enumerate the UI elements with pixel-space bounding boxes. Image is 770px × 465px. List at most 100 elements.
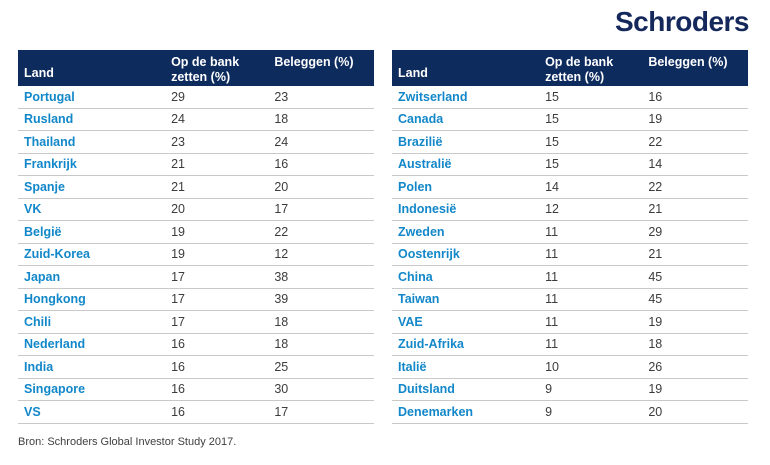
value-cell: 20 xyxy=(648,404,663,419)
value-cell: 45 xyxy=(648,292,663,307)
column-header-label: Land xyxy=(398,66,428,80)
country-name: India xyxy=(24,359,54,374)
country-name: VK xyxy=(24,202,42,217)
table-row: Oostenrijk 11 21 xyxy=(392,244,748,266)
value-cell: 29 xyxy=(648,224,663,239)
table-row: Portugal 29 23 xyxy=(18,86,374,109)
value-cell: 17 xyxy=(171,292,185,307)
value-cell: 25 xyxy=(274,359,289,374)
country-name: Thailand xyxy=(24,134,76,149)
tables-container: Land Op de bank zetten (%) Beleggen (%) Por… xyxy=(18,50,748,424)
column-header: Op de bank zetten (%) xyxy=(171,50,274,86)
value-cell: 22 xyxy=(648,179,663,194)
column-header: Beleggen (%) xyxy=(274,50,374,86)
column-header-label: Land xyxy=(24,66,54,80)
value-cell: 12 xyxy=(274,247,289,262)
country-name: Oostenrijk xyxy=(398,247,460,262)
country-name: Frankrijk xyxy=(24,157,77,172)
table-header-row: Land Op de bank zetten (%) Beleggen (%) xyxy=(392,50,748,86)
country-name: China xyxy=(398,269,433,284)
value-cell: 16 xyxy=(171,337,185,352)
table-row: België 19 22 xyxy=(18,221,374,244)
value-cell: 23 xyxy=(171,134,185,149)
value-cell: 11 xyxy=(545,269,559,284)
table-row: Hongkong 17 39 xyxy=(18,289,374,311)
country-name: Hongkong xyxy=(24,292,86,307)
value-cell: 10 xyxy=(545,359,559,374)
value-cell: 19 xyxy=(648,314,663,329)
value-cell: 11 xyxy=(545,292,559,307)
country-table-right: Land Op de bank zetten (%) Beleggen (%) Zwi… xyxy=(392,50,748,424)
value-cell: 11 xyxy=(545,337,559,352)
table-row: China 11 45 xyxy=(392,266,748,289)
country-name: Portugal xyxy=(24,89,75,104)
table-row: VAE 11 19 xyxy=(392,311,748,334)
table-row: Taiwan 11 45 xyxy=(392,289,748,311)
country-name: Zwitserland xyxy=(398,89,468,104)
table-row: Canada 15 19 xyxy=(392,109,748,131)
value-cell: 21 xyxy=(648,202,663,217)
value-cell: 16 xyxy=(648,89,663,104)
country-name: Zweden xyxy=(398,224,445,239)
column-header-label: Op de bank zetten (%) xyxy=(545,55,614,84)
value-cell: 29 xyxy=(171,89,185,104)
table-row: Chili 17 18 xyxy=(18,311,374,334)
value-cell: 16 xyxy=(171,404,185,419)
table-row: Australië 15 14 xyxy=(392,154,748,176)
value-cell: 16 xyxy=(171,359,185,374)
table-row: Zuid-Korea 19 12 xyxy=(18,244,374,266)
country-name: Nederland xyxy=(24,337,86,352)
value-cell: 17 xyxy=(171,269,185,284)
value-cell: 18 xyxy=(274,337,289,352)
value-cell: 11 xyxy=(545,314,559,329)
value-cell: 21 xyxy=(171,157,185,172)
country-name: Singapore xyxy=(24,382,86,397)
value-cell: 24 xyxy=(274,134,289,149)
value-cell: 17 xyxy=(274,404,289,419)
country-name: Australië xyxy=(398,157,452,172)
country-name: Italië xyxy=(398,359,427,374)
table-row: Duitsland 9 19 xyxy=(392,379,748,401)
value-cell: 18 xyxy=(274,112,289,127)
value-cell: 15 xyxy=(545,134,559,149)
table-row: Rusland 24 18 xyxy=(18,109,374,131)
country-name: Duitsland xyxy=(398,382,455,397)
column-header: Land xyxy=(18,50,171,86)
country-name: Japan xyxy=(24,269,61,284)
value-cell: 14 xyxy=(545,179,559,194)
table-row: Denemarken 9 20 xyxy=(392,401,748,424)
value-cell: 17 xyxy=(274,202,289,217)
value-cell: 18 xyxy=(648,337,663,352)
country-name: Denemarken xyxy=(398,404,474,419)
country-name: Rusland xyxy=(24,112,74,127)
table-row: Italië 10 26 xyxy=(392,356,748,379)
table-row: Zweden 11 29 xyxy=(392,221,748,244)
table-row: Indonesië 12 21 xyxy=(392,199,748,221)
table-row: Zuid-Afrika 11 18 xyxy=(392,334,748,356)
value-cell: 19 xyxy=(648,382,663,397)
country-name: Indonesië xyxy=(398,202,457,217)
value-cell: 26 xyxy=(648,359,663,374)
value-cell: 20 xyxy=(274,179,289,194)
table-row: Zwitserland 15 16 xyxy=(392,86,748,109)
value-cell: 39 xyxy=(274,292,289,307)
value-cell: 24 xyxy=(171,112,185,127)
value-cell: 18 xyxy=(274,314,289,329)
country-name: Brazilië xyxy=(398,134,443,149)
value-cell: 22 xyxy=(274,224,289,239)
table-header-row: Land Op de bank zetten (%) Beleggen (%) xyxy=(18,50,374,86)
table-row: Brazilië 15 22 xyxy=(392,131,748,154)
country-name: Chili xyxy=(24,314,52,329)
value-cell: 20 xyxy=(171,202,185,217)
table-row: Nederland 16 18 xyxy=(18,334,374,356)
country-table-left: Land Op de bank zetten (%) Beleggen (%) Por… xyxy=(18,50,374,424)
value-cell: 9 xyxy=(545,404,553,419)
value-cell: 19 xyxy=(171,247,185,262)
country-name: Zuid-Korea xyxy=(24,247,90,262)
table-row: Japan 17 38 xyxy=(18,266,374,289)
table-row: VS 16 17 xyxy=(18,401,374,424)
column-header: Op de bank zetten (%) xyxy=(545,50,648,86)
country-name: Polen xyxy=(398,179,433,194)
table-row: Spanje 21 20 xyxy=(18,176,374,199)
value-cell: 14 xyxy=(648,157,663,172)
